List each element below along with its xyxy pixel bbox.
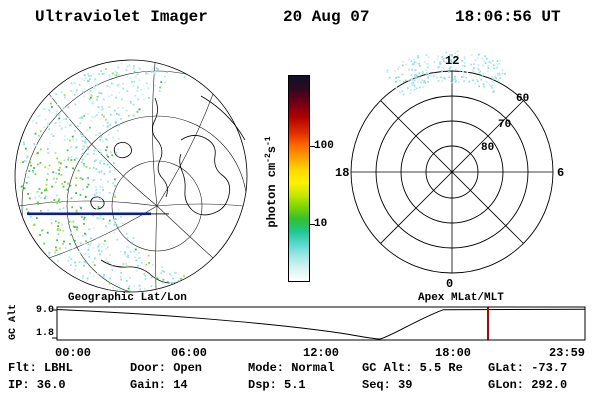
mlat-80-label: 80 (481, 142, 494, 154)
time-tick-1800: 18:00 (434, 346, 472, 360)
strip-y-max: 9.0 (35, 305, 54, 316)
status-seq: Seq: 39 (362, 378, 413, 392)
status-door: Door: Open (130, 361, 203, 375)
mlat-60-label: 60 (516, 93, 529, 105)
unit-mid: s (265, 146, 279, 154)
colorbar-unit-label: photon cm-2s-1 (264, 97, 280, 267)
auroral-emission-dots-polar (386, 50, 506, 96)
unit-base: photon cm (265, 162, 279, 228)
mlt-6-label: 6 (557, 166, 564, 180)
mlt-spokes (351, 71, 553, 273)
status-gain: Gain: 14 (130, 378, 188, 392)
gc-alt-strip-chart (52, 306, 586, 341)
coastlines (90, 97, 231, 284)
mlt-dial-labels: 12 18 6 0 (335, 54, 564, 291)
status-flt: Flt: LBHL (8, 361, 73, 375)
time-tick-0000: 00:00 (55, 346, 92, 360)
mlat-70-label: 70 (498, 119, 511, 131)
auroral-emission-dots-map (20, 62, 186, 292)
mlt-0-label: 0 (446, 277, 453, 291)
earth-limb-arc (200, 95, 246, 141)
page-title: Ultraviolet Imager (35, 8, 208, 26)
altitude-curve (56, 308, 586, 340)
time-tick-1200: 12:00 (302, 346, 340, 360)
detector-artifact-line (27, 212, 151, 216)
status-dsp: Dsp: 5.1 (248, 378, 306, 392)
status-glat: GLat: -73.7 (488, 361, 568, 375)
date-display: 20 Aug 07 (283, 8, 370, 26)
status-ip: IP: 36.0 (8, 378, 66, 392)
colorbar-gradient (288, 75, 310, 282)
time-display: 18:06:56 UT (455, 8, 561, 26)
detector-artifact-tail (151, 213, 169, 215)
time-tick-0600: 06:00 (170, 346, 208, 360)
time-tick-2359: 23:59 (548, 346, 585, 360)
colorbar-tick-10-mark (310, 224, 315, 225)
strip-y-min: 1.8 (35, 328, 54, 339)
colorbar-tick-10-label: 10 (314, 218, 328, 230)
mlat-ring-labels: 60 70 80 (481, 93, 529, 154)
geographic-map-panel (14, 59, 248, 293)
latlon-graticule (18, 62, 247, 292)
strip-frame (56, 306, 586, 341)
mlt-18-label: 18 (335, 166, 349, 180)
unit-exp: -2 (264, 153, 273, 163)
unit-exp: -1 (264, 136, 273, 146)
status-gc-alt: GC Alt: 5.5 Re (362, 361, 463, 375)
apex-polar-panel: 12 18 6 0 60 70 80 (335, 50, 564, 291)
map-panel-caption: Geographic Lat/Lon (68, 292, 187, 304)
status-glon: GLon: 292.0 (488, 378, 568, 392)
polar-panel-caption: Apex MLat/MLT (418, 292, 504, 304)
colorbar-tick-100-mark (310, 146, 315, 147)
mlt-12-label: 12 (445, 54, 459, 68)
colorbar-tick-100-label: 100 (314, 140, 334, 152)
status-mode: Mode: Normal (248, 361, 335, 375)
